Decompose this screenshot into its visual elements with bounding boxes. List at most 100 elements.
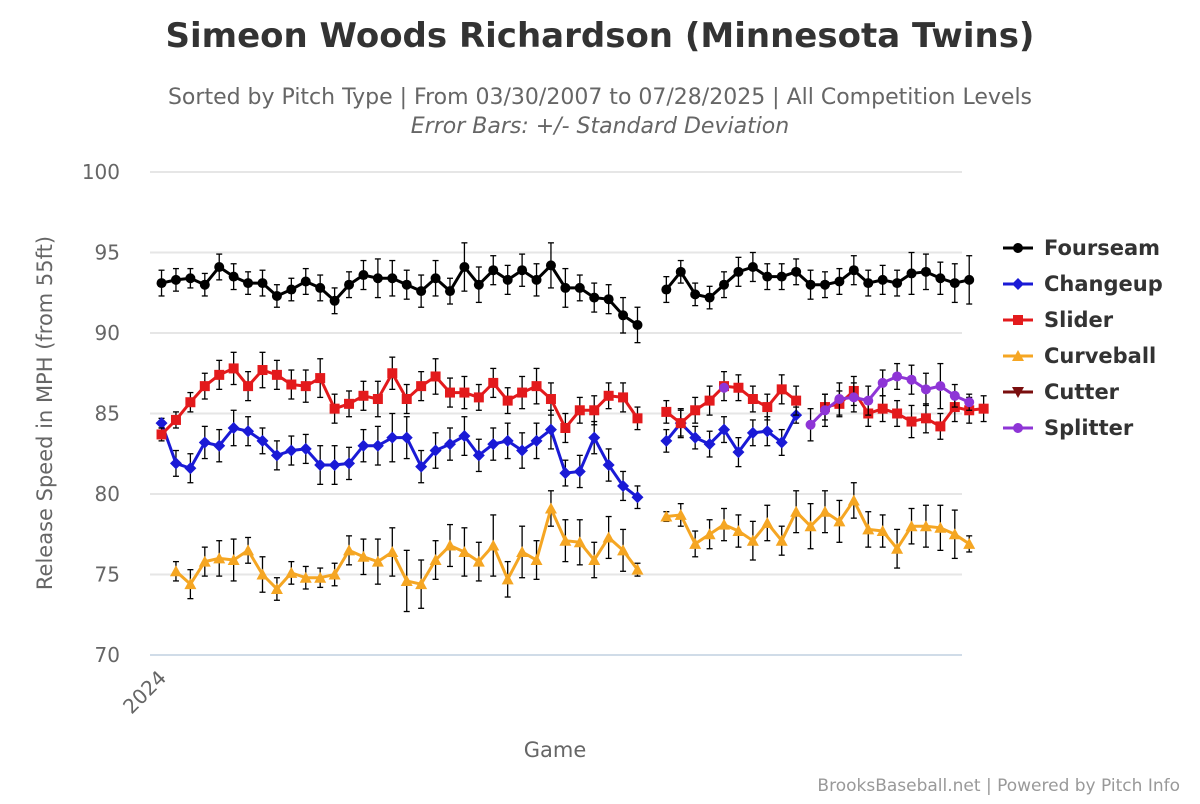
series-fourseam — [156, 242, 975, 344]
data-point — [155, 417, 168, 430]
data-point — [516, 444, 529, 457]
data-point — [315, 373, 326, 384]
data-point — [819, 405, 830, 416]
series-splitter — [719, 362, 975, 442]
data-point — [589, 292, 600, 303]
data-point — [344, 398, 355, 409]
data-point — [618, 310, 629, 321]
data-point — [415, 460, 428, 473]
y-tick-label: 85 — [95, 402, 120, 426]
series-line — [160, 366, 639, 436]
data-point — [833, 515, 846, 527]
data-point — [386, 431, 399, 444]
legend-marker — [1013, 315, 1023, 325]
data-point — [963, 537, 976, 549]
data-point — [560, 282, 571, 293]
data-point — [559, 467, 572, 480]
data-point — [589, 405, 600, 416]
legend: Fourseam Changeup Slider Curveball Cutter Spl… — [1003, 236, 1163, 440]
data-point — [791, 395, 802, 406]
data-point — [443, 539, 456, 551]
legend-marker — [1012, 278, 1024, 290]
data-point — [906, 374, 917, 385]
data-point — [762, 271, 773, 282]
data-point — [443, 438, 456, 451]
data-point — [459, 387, 470, 398]
data-point — [761, 516, 774, 528]
legend-item-splitter[interactable]: Splitter — [1003, 416, 1134, 440]
data-point — [661, 284, 672, 295]
data-point — [256, 434, 269, 447]
data-point — [718, 423, 731, 436]
data-point — [387, 368, 398, 379]
data-point — [949, 390, 960, 401]
data-point — [372, 394, 383, 405]
data-point — [675, 418, 686, 429]
data-point — [876, 525, 889, 537]
data-point — [357, 550, 370, 562]
data-point — [732, 446, 745, 459]
legend-item-changeup[interactable]: Changeup — [1003, 272, 1163, 296]
data-point — [458, 545, 471, 557]
data-point — [920, 413, 931, 424]
data-point — [501, 434, 514, 447]
data-point — [285, 566, 298, 578]
legend-item-slider[interactable]: Slider — [1003, 308, 1114, 332]
data-point — [256, 568, 269, 580]
series-line — [665, 265, 970, 300]
data-point — [501, 573, 514, 585]
credits[interactable]: BrooksBaseball.net | Powered by Pitch In… — [817, 776, 1180, 796]
series-line — [160, 422, 639, 499]
data-point — [185, 397, 196, 408]
legend-marker — [1013, 243, 1023, 253]
data-point — [877, 377, 888, 388]
data-point — [199, 381, 210, 392]
data-point — [243, 278, 254, 289]
data-point — [819, 279, 830, 290]
data-point — [429, 444, 442, 457]
data-point — [776, 271, 787, 282]
data-point — [732, 525, 745, 537]
data-point — [775, 436, 788, 449]
chart-subtitle-error-bars: Error Bars: +/- Standard Deviation — [411, 114, 789, 139]
plot-area — [155, 242, 989, 613]
data-point — [213, 552, 226, 564]
series-line — [665, 414, 798, 454]
data-point — [761, 425, 774, 438]
data-point — [531, 381, 542, 392]
legend-item-curveball[interactable]: Curveball — [1003, 344, 1156, 368]
legend-item-fourseam[interactable]: Fourseam — [1003, 236, 1160, 260]
data-point — [473, 392, 484, 403]
data-point — [618, 392, 629, 403]
data-point — [530, 554, 543, 566]
data-point — [488, 265, 499, 276]
data-point — [156, 278, 167, 289]
data-point — [574, 282, 585, 293]
data-point — [544, 502, 557, 514]
legend-item-cutter[interactable]: Cutter — [1003, 380, 1120, 404]
data-point — [300, 381, 311, 392]
data-point — [170, 414, 181, 425]
data-point — [315, 282, 326, 293]
data-point — [242, 425, 255, 438]
data-point — [285, 444, 298, 457]
data-point — [559, 534, 572, 546]
data-point — [314, 459, 327, 472]
data-point — [344, 279, 355, 290]
data-point — [588, 431, 601, 444]
data-point — [906, 268, 917, 279]
data-point — [170, 274, 181, 285]
data-point — [632, 319, 643, 330]
data-point — [545, 394, 556, 405]
data-point — [935, 381, 946, 392]
data-point — [588, 554, 601, 566]
data-point — [602, 459, 615, 472]
data-point — [328, 459, 341, 472]
data-point — [848, 265, 859, 276]
data-point — [603, 390, 614, 401]
data-point — [964, 274, 975, 285]
data-point — [358, 390, 369, 401]
data-point — [906, 416, 917, 427]
data-point — [459, 261, 470, 272]
data-point — [156, 429, 167, 440]
